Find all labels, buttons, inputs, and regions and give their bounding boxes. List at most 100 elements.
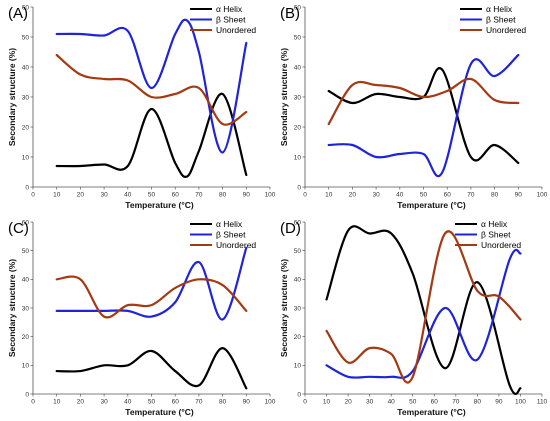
x-tick-label: 50 — [148, 399, 156, 406]
x-tick-label: 0 — [31, 192, 35, 199]
x-tick-label: 100 — [265, 192, 276, 199]
legend-label-2: β Sheet — [216, 15, 246, 25]
x-tick-label: 40 — [388, 399, 396, 406]
x-tick-label: 90 — [243, 192, 251, 199]
series-line-3 — [327, 77, 520, 126]
x-tick-label: 20 — [349, 192, 357, 199]
x-tick-label: 10 — [325, 192, 333, 199]
series-line-2 — [325, 248, 522, 379]
y-tick-label: 30 — [22, 94, 30, 101]
y-axis-title: Secondary structure (%) — [7, 259, 17, 357]
legend-label-3: Unordered — [486, 25, 526, 35]
y-tick-label: 60 — [22, 4, 30, 11]
series-line-1 — [55, 92, 248, 179]
y-tick-label: 0 — [297, 184, 301, 191]
x-tick-label: 90 — [243, 399, 251, 406]
panel-b: 0 10 20 30 40 50 60 70 80 90 1000102030405060Tempe… — [279, 4, 548, 210]
x-tick-label: 60 — [444, 192, 452, 199]
y-tick-label: 10 — [294, 363, 302, 370]
y-tick-label: 30 — [294, 94, 302, 101]
y-tick-label: 50 — [294, 34, 302, 41]
y-axis-title: Secondary structure (%) — [279, 259, 289, 357]
x-tick-label: 50 — [409, 399, 417, 406]
series-line-2 — [55, 246, 248, 321]
x-tick-label: 20 — [77, 399, 85, 406]
x-axis-title: Temperature (°C) — [125, 200, 194, 210]
x-tick-label: 100 — [515, 399, 526, 406]
y-axis-title: Secondary structure (%) — [279, 48, 289, 146]
x-tick-label: 90 — [515, 192, 523, 199]
legend-label-1: α Helix — [216, 4, 243, 14]
x-tick-label: 30 — [366, 399, 374, 406]
x-axis-title: Temperature (°C) — [397, 200, 466, 210]
y-tick-label: 30 — [294, 305, 302, 312]
legend-label-3: Unordered — [216, 240, 256, 250]
y-tick-label: 60 — [294, 219, 302, 226]
x-tick-label: 50 — [148, 192, 156, 199]
x-tick-label: 10 — [53, 192, 61, 199]
y-tick-label: 60 — [294, 4, 302, 11]
y-tick-label: 40 — [22, 64, 30, 71]
y-tick-label: 0 — [297, 391, 301, 398]
y-tick-label: 0 — [25, 184, 29, 191]
legend-label-1: α Helix — [216, 219, 243, 229]
x-tick-label: 60 — [172, 192, 180, 199]
y-tick-label: 10 — [22, 154, 30, 161]
x-tick-label: 10 — [323, 399, 331, 406]
legend-label-1: α Helix — [486, 4, 513, 14]
legend-label-2: β Sheet — [216, 230, 246, 240]
panel-label: (D) — [280, 220, 301, 237]
panel-d: 0 10 20 30 40 50 60 70 80 90 100 1100102030405060Te… — [279, 219, 548, 417]
y-tick-label: 20 — [294, 124, 302, 131]
x-tick-label: 30 — [372, 192, 380, 199]
series-line-3 — [55, 275, 248, 319]
x-axis-title: Temperature (°C) — [397, 407, 466, 417]
y-tick-label: 20 — [22, 334, 30, 341]
x-tick-label: 10 — [53, 399, 61, 406]
x-tick-label: 60 — [431, 399, 439, 406]
legend-label-2: β Sheet — [486, 15, 516, 25]
series-line-3 — [325, 230, 522, 384]
legend-label-3: Unordered — [481, 240, 521, 250]
series-line-2 — [327, 53, 520, 178]
x-tick-label: 100 — [265, 399, 276, 406]
panel-label: (C) — [8, 220, 29, 237]
x-tick-label: 90 — [495, 399, 503, 406]
legend-label-2: β Sheet — [481, 230, 511, 240]
panel-label: (B) — [280, 5, 300, 22]
series-line-1 — [55, 347, 248, 390]
y-tick-label: 20 — [294, 334, 302, 341]
series-line-3 — [55, 53, 248, 126]
x-tick-label: 0 — [303, 192, 307, 199]
x-tick-label: 70 — [195, 399, 203, 406]
x-tick-label: 60 — [172, 399, 180, 406]
legend-label-3: Unordered — [216, 25, 256, 35]
x-tick-label: 0 — [31, 399, 35, 406]
y-tick-label: 10 — [22, 363, 30, 370]
x-tick-label: 20 — [344, 399, 352, 406]
panel-label: (A) — [8, 5, 28, 22]
x-tick-label: 70 — [452, 399, 460, 406]
y-tick-label: 50 — [22, 34, 30, 41]
x-tick-label: 80 — [219, 399, 227, 406]
x-tick-label: 100 — [537, 192, 548, 199]
y-tick-label: 40 — [22, 277, 30, 284]
y-tick-label: 40 — [294, 64, 302, 71]
x-tick-label: 70 — [195, 192, 203, 199]
x-tick-label: 50 — [420, 192, 428, 199]
y-tick-label: 50 — [294, 248, 302, 255]
x-tick-label: 40 — [124, 192, 132, 199]
y-tick-label: 30 — [22, 305, 30, 312]
y-tick-label: 20 — [22, 124, 30, 131]
series-line-1 — [325, 225, 522, 396]
x-tick-label: 40 — [396, 192, 404, 199]
x-axis-title: Temperature (°C) — [125, 407, 194, 417]
x-tick-label: 80 — [491, 192, 499, 199]
legend-label-1: α Helix — [481, 219, 508, 229]
x-tick-label: 40 — [124, 399, 132, 406]
panel-a: 0 10 20 30 40 50 60 70 80 90 1000102030405060Tempe… — [7, 4, 276, 210]
y-tick-label: 60 — [22, 219, 30, 226]
y-tick-label: 0 — [25, 391, 29, 398]
y-tick-label: 50 — [22, 248, 30, 255]
